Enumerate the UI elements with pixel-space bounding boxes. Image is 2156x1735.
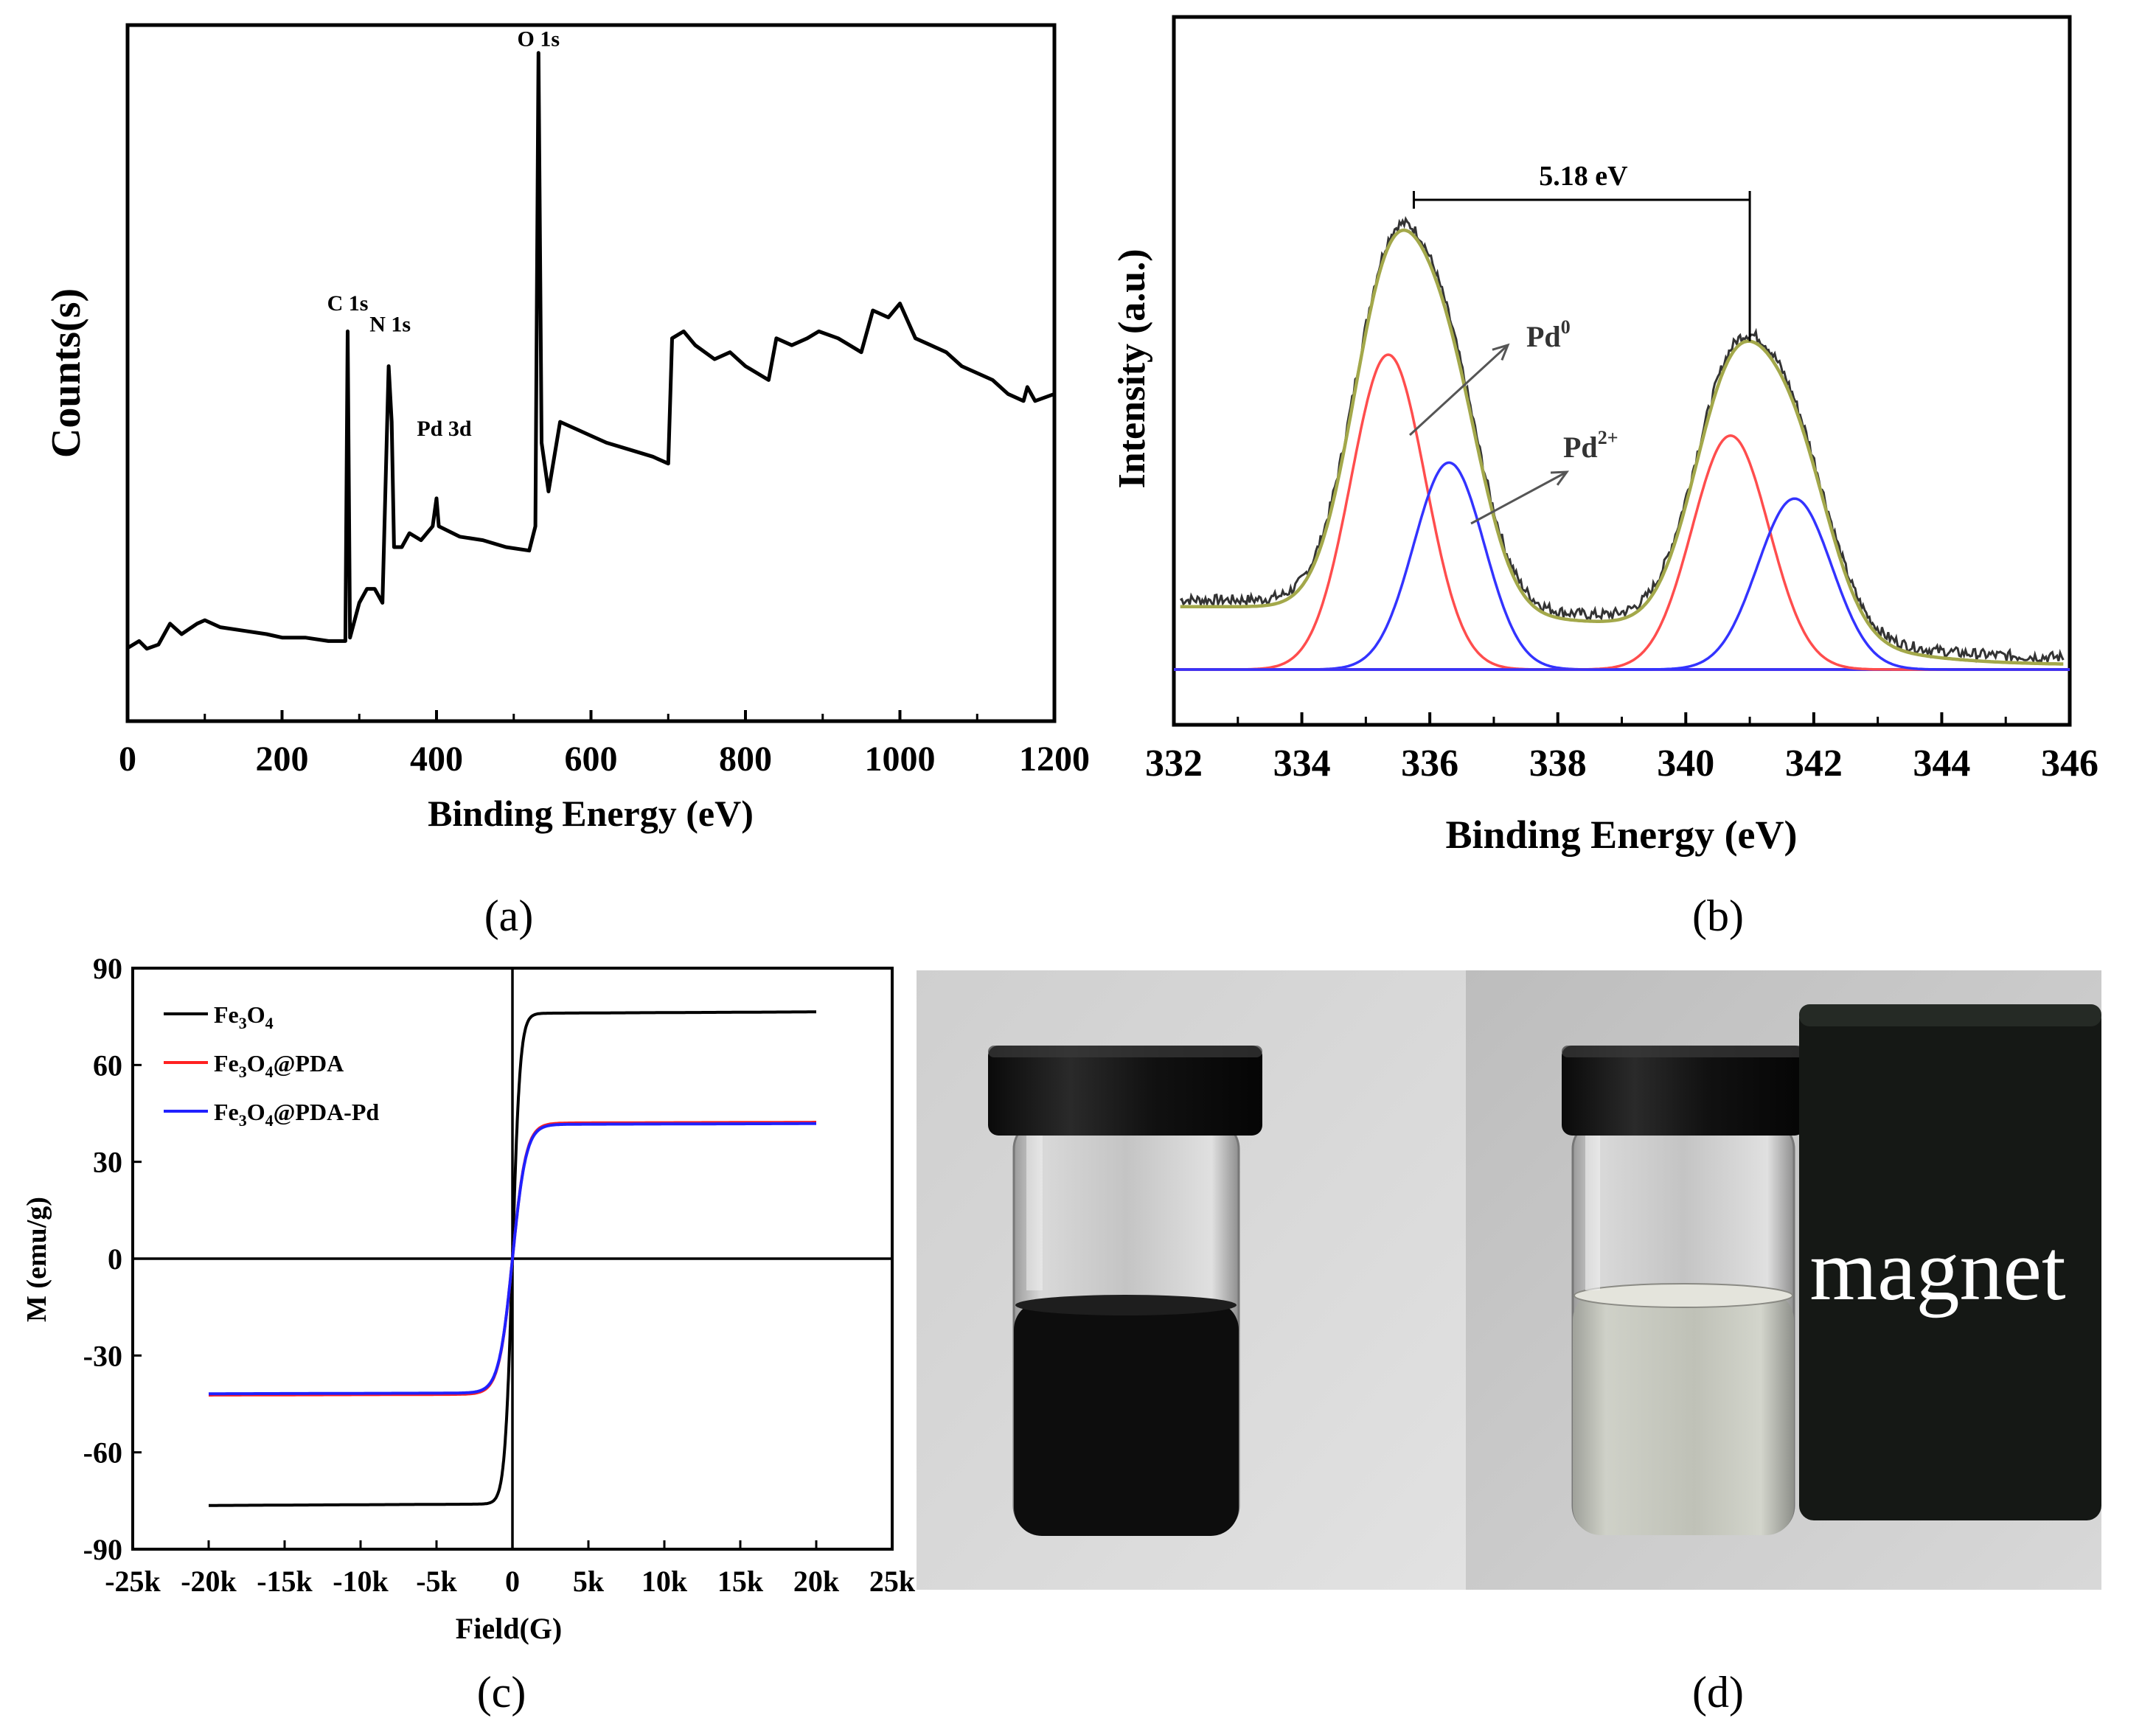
- vial-separated-cap: [1562, 1046, 1805, 1136]
- panel-b-fit-curves: [1174, 215, 2070, 671]
- panel-a-xtick-label: 600: [565, 740, 618, 779]
- panel-c-xtick-label: 25k: [869, 1565, 916, 1598]
- panel-a-peak-label: N 1s: [369, 312, 411, 336]
- panel-c-legend-label: Fe3O4@PDA-Pd: [214, 1099, 379, 1130]
- panel-c-curve-fe3o4-pda-pd: [209, 1122, 816, 1396]
- panel-a-caption: (a): [484, 891, 534, 940]
- panel-c-hysteresis: -25k -20k -15k -10k -5k 0 5k 10k 15k 20k 25k -90 -60…: [21, 952, 916, 1717]
- panel-c-xtick-label: 10k: [641, 1565, 688, 1598]
- panel-b-xtick-label: 342: [1785, 743, 1843, 785]
- panel-b-xtick-label: 338: [1529, 743, 1587, 785]
- panel-a-peak-labels: C 1sN 1s Pd 3d O 1s: [327, 27, 560, 441]
- panel-b-xtick-label: 332: [1145, 743, 1203, 785]
- vial-dispersed-cap: [988, 1046, 1262, 1136]
- panel-a-peak-label: C 1s: [327, 291, 369, 316]
- panel-c-xtick-label: 15k: [717, 1565, 764, 1598]
- panel-a-peak-label: Pd 3d: [417, 417, 472, 441]
- panel-a-xtick-label: 0: [119, 740, 136, 779]
- panel-c-xtick-label: -20k: [181, 1565, 237, 1598]
- panel-c-ytick-label: 90: [93, 952, 122, 985]
- panel-c-ylabel: M (emu/g): [21, 1197, 52, 1322]
- panel-a-ylabel: Counts(s): [44, 288, 89, 458]
- panel-b-x-ticks: 332 334 336 338 340 342 344 346: [1145, 712, 2098, 785]
- panel-c-ytick-label: 0: [108, 1242, 122, 1276]
- panel-c-xlabel: Field(G): [456, 1612, 562, 1645]
- vial-separated: [1562, 1046, 1805, 1535]
- panel-a-xtick-label: 1000: [865, 740, 936, 779]
- panel-b-splitting-label: 5.18 eV: [1539, 161, 1628, 192]
- panel-b-label-pd0: Pd0: [1526, 316, 1571, 353]
- panel-a-xtick-label: 800: [719, 740, 772, 779]
- panel-b-caption: (b): [1692, 891, 1744, 940]
- panel-a-xtick-label: 400: [410, 740, 463, 779]
- panel-c-xtick-label: 5k: [573, 1565, 605, 1598]
- magnet-block: magnet: [1799, 1004, 2101, 1520]
- panel-a-xtick-label: 1200: [1019, 740, 1090, 779]
- panel-c-legend-label: Fe3O4: [214, 1001, 274, 1032]
- panel-b-xtick-label: 336: [1401, 743, 1458, 785]
- panel-b-arrow-pd0-head: [1492, 343, 1510, 361]
- panel-a-survey-line: [126, 51, 1055, 651]
- panel-b-xtick-label: 334: [1273, 743, 1331, 785]
- panel-c-ticks: -25k -20k -15k -10k -5k 0 5k 10k 15k 20k 25k -90 -60…: [83, 952, 916, 1598]
- panel-b-component-pd2-3d3-2: [1174, 497, 2070, 671]
- panel-b-arrow-pd0: [1408, 344, 1509, 437]
- panel-a-x-ticks: 0 200 400 600 800 1000 1200: [119, 710, 1090, 779]
- panel-d-photo: magnet (d): [917, 970, 2101, 1717]
- panel-a-xtick-label: 200: [256, 740, 309, 779]
- panel-b-raw-data: [1180, 215, 2065, 666]
- panel-c-xtick-label: 20k: [793, 1565, 840, 1598]
- panel-b-arrow-pd2plus: [1470, 470, 1568, 525]
- panel-c-xtick-label: -25k: [105, 1565, 161, 1598]
- magnet-label: magnet: [1809, 1222, 2066, 1318]
- panel-b-xlabel: Binding Energy (eV): [1445, 813, 1797, 857]
- panel-b-component-pd0-3d5-2: [1174, 353, 2070, 671]
- panel-b-ylabel: Intensity (a.u.): [1111, 248, 1153, 488]
- panel-c-ytick-label: 60: [93, 1049, 122, 1082]
- panel-b-xtick-label: 340: [1657, 743, 1714, 785]
- panel-b-arrow-pd2plus-head: [1550, 470, 1570, 486]
- panel-b-envelope-fit: [1180, 228, 2064, 666]
- panel-c-curves: [209, 1010, 816, 1507]
- panel-c-xtick-label: -15k: [257, 1565, 313, 1598]
- panel-a-xlabel: Binding Energy (eV): [428, 793, 754, 834]
- panel-c-ytick-label: -90: [83, 1533, 122, 1566]
- panel-b-label-pd2plus: Pd2+: [1563, 427, 1618, 464]
- panel-b-component-pd0-3d3-2: [1174, 434, 2070, 671]
- panel-a-peak-label: O 1s: [518, 27, 560, 51]
- panel-c-legend-label: Fe3O4@PDA: [214, 1050, 344, 1081]
- panel-c-xtick-label: -5k: [416, 1565, 457, 1598]
- panel-c-caption: (c): [477, 1668, 526, 1717]
- panel-c-legend: Fe3O4 Fe3O4@PDA Fe3O4@PDA-Pd: [164, 1001, 379, 1130]
- panel-c-xtick-label: 0: [505, 1565, 520, 1598]
- panel-b-xtick-label: 346: [2041, 743, 2098, 785]
- panel-c-xtick-label: -10k: [333, 1565, 389, 1598]
- panel-a-frame: [125, 23, 1057, 723]
- panel-c-ytick-label: 30: [93, 1146, 122, 1179]
- panel-c-ytick-label: -60: [83, 1436, 122, 1470]
- panel-d-caption: (d): [1692, 1668, 1744, 1717]
- panel-b-xtick-label: 344: [1913, 743, 1970, 785]
- vial-dispersed: [988, 1046, 1262, 1536]
- panel-c-ytick-label: -30: [83, 1339, 122, 1372]
